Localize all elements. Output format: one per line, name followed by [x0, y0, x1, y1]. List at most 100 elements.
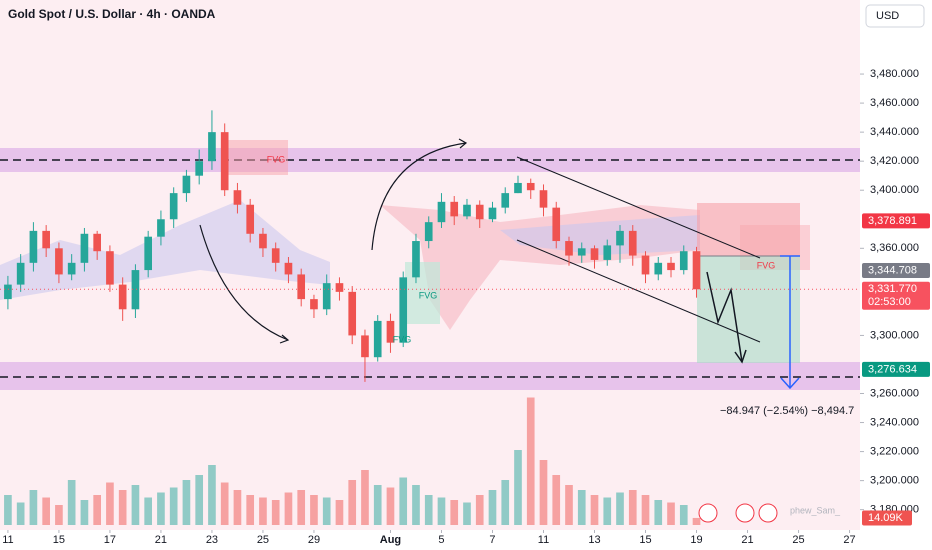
volume-bar — [667, 502, 675, 525]
volume-bar — [679, 505, 688, 525]
volume-bar — [526, 397, 535, 525]
volume-bar — [131, 485, 140, 525]
candle-body — [182, 175, 191, 194]
y-tick-label: 3,220.000 — [870, 445, 919, 457]
x-tick-label: 13 — [588, 534, 600, 546]
arrow-head — [780, 377, 800, 390]
price-tag-label: 3,344.708 — [868, 264, 917, 276]
volume-bar — [373, 485, 382, 525]
price-tag-label: 3,276.634 — [868, 363, 917, 375]
volume-bar — [322, 497, 331, 525]
volume-bar — [616, 492, 624, 525]
volume-bar — [539, 460, 548, 525]
volume-bar — [488, 490, 497, 525]
candle-body — [29, 230, 38, 263]
candle-body — [526, 182, 535, 191]
volume-bar — [233, 490, 242, 525]
time-axis — [0, 530, 860, 550]
price-tag-label: 3,378.891 — [868, 215, 917, 227]
volume-bar — [386, 487, 395, 525]
x-tick-label: 21 — [741, 534, 753, 546]
volume-bar — [348, 480, 357, 525]
volume-bar — [603, 497, 612, 525]
volume-bar — [463, 502, 471, 525]
volume-bar — [169, 487, 178, 525]
price-tag — [862, 263, 930, 279]
volume-bar — [335, 500, 344, 525]
candle-body — [233, 190, 242, 205]
x-tick-label: Aug — [380, 534, 401, 546]
volume-bar — [450, 500, 459, 525]
volume-bar — [29, 490, 38, 525]
annotation: FVG — [267, 154, 286, 164]
volume-tag-label: 14.09K — [868, 512, 904, 524]
candle-body — [284, 262, 293, 275]
candle-body — [654, 262, 663, 275]
candle-body — [169, 193, 178, 220]
measure-text: −84.947 (−2.54%) −8,494.7 — [720, 405, 854, 417]
candle-body — [577, 248, 586, 256]
target-zone — [697, 256, 800, 363]
event-icon[interactable] — [698, 503, 718, 523]
y-tick-label: 3,260.000 — [870, 387, 919, 399]
candle-body — [208, 132, 216, 162]
x-tick-label: 29 — [308, 534, 320, 546]
candle-body — [144, 236, 153, 271]
candle-body — [361, 335, 369, 358]
candle-body — [373, 320, 382, 358]
arrow-head — [279, 334, 290, 344]
candle-body — [195, 161, 204, 176]
candle-body — [246, 204, 255, 234]
price-tag — [862, 281, 930, 310]
volume-bar — [565, 485, 573, 525]
y-tick-label: 3,460.000 — [870, 97, 919, 109]
event-icon[interactable] — [735, 503, 755, 523]
volume-bar — [475, 495, 484, 525]
x-tick-label: 21 — [155, 534, 167, 546]
volume-bar — [80, 500, 89, 525]
x-tick-label: 17 — [104, 534, 116, 546]
volume-bar — [93, 495, 101, 525]
curve-arrow — [371, 142, 467, 251]
volume-bar — [361, 470, 369, 525]
candle-body — [692, 251, 701, 290]
candle-body — [106, 251, 114, 285]
volume-bar — [284, 492, 293, 525]
x-tick-label: 5 — [438, 534, 444, 546]
candle-body — [399, 277, 408, 343]
x-tick-label: 23 — [206, 534, 218, 546]
support-zone — [0, 362, 860, 390]
volume-bar — [412, 485, 420, 525]
candle-body — [488, 207, 497, 220]
candle-body — [539, 190, 548, 208]
volume-bar — [271, 500, 280, 525]
candle-body — [42, 230, 50, 249]
candle-body — [475, 204, 484, 220]
candle-body — [463, 204, 471, 217]
volume-bar — [118, 490, 127, 525]
channel-line — [516, 239, 761, 343]
x-tick-label: 27 — [843, 534, 855, 546]
y-tick-label: 3,360.000 — [870, 242, 919, 254]
candle-body — [501, 193, 510, 208]
stop-zone — [697, 203, 800, 256]
event-icon[interactable] — [758, 503, 778, 523]
candle-body — [616, 230, 624, 246]
currency[interactable]: USD — [876, 10, 899, 22]
y-tick-label: 3,420.000 — [870, 155, 919, 167]
candle-body — [131, 270, 140, 310]
volume-tag — [862, 510, 912, 526]
volume-bar — [654, 500, 663, 525]
volume-bar — [297, 490, 306, 525]
curve-arrow — [199, 224, 289, 341]
currency-button[interactable] — [865, 4, 925, 28]
candle-body — [4, 284, 12, 300]
volume-bar — [692, 517, 701, 525]
candle-body — [424, 222, 433, 242]
volume-bar — [208, 465, 216, 525]
price-tag — [862, 361, 930, 377]
y-tick-label: 3,480.000 — [870, 68, 919, 80]
volume-bar — [590, 495, 599, 525]
y-tick-label: 3,300.000 — [870, 329, 919, 341]
chart-title: Gold Spot / U.S. Dollar · 4h · OANDA — [8, 7, 216, 21]
